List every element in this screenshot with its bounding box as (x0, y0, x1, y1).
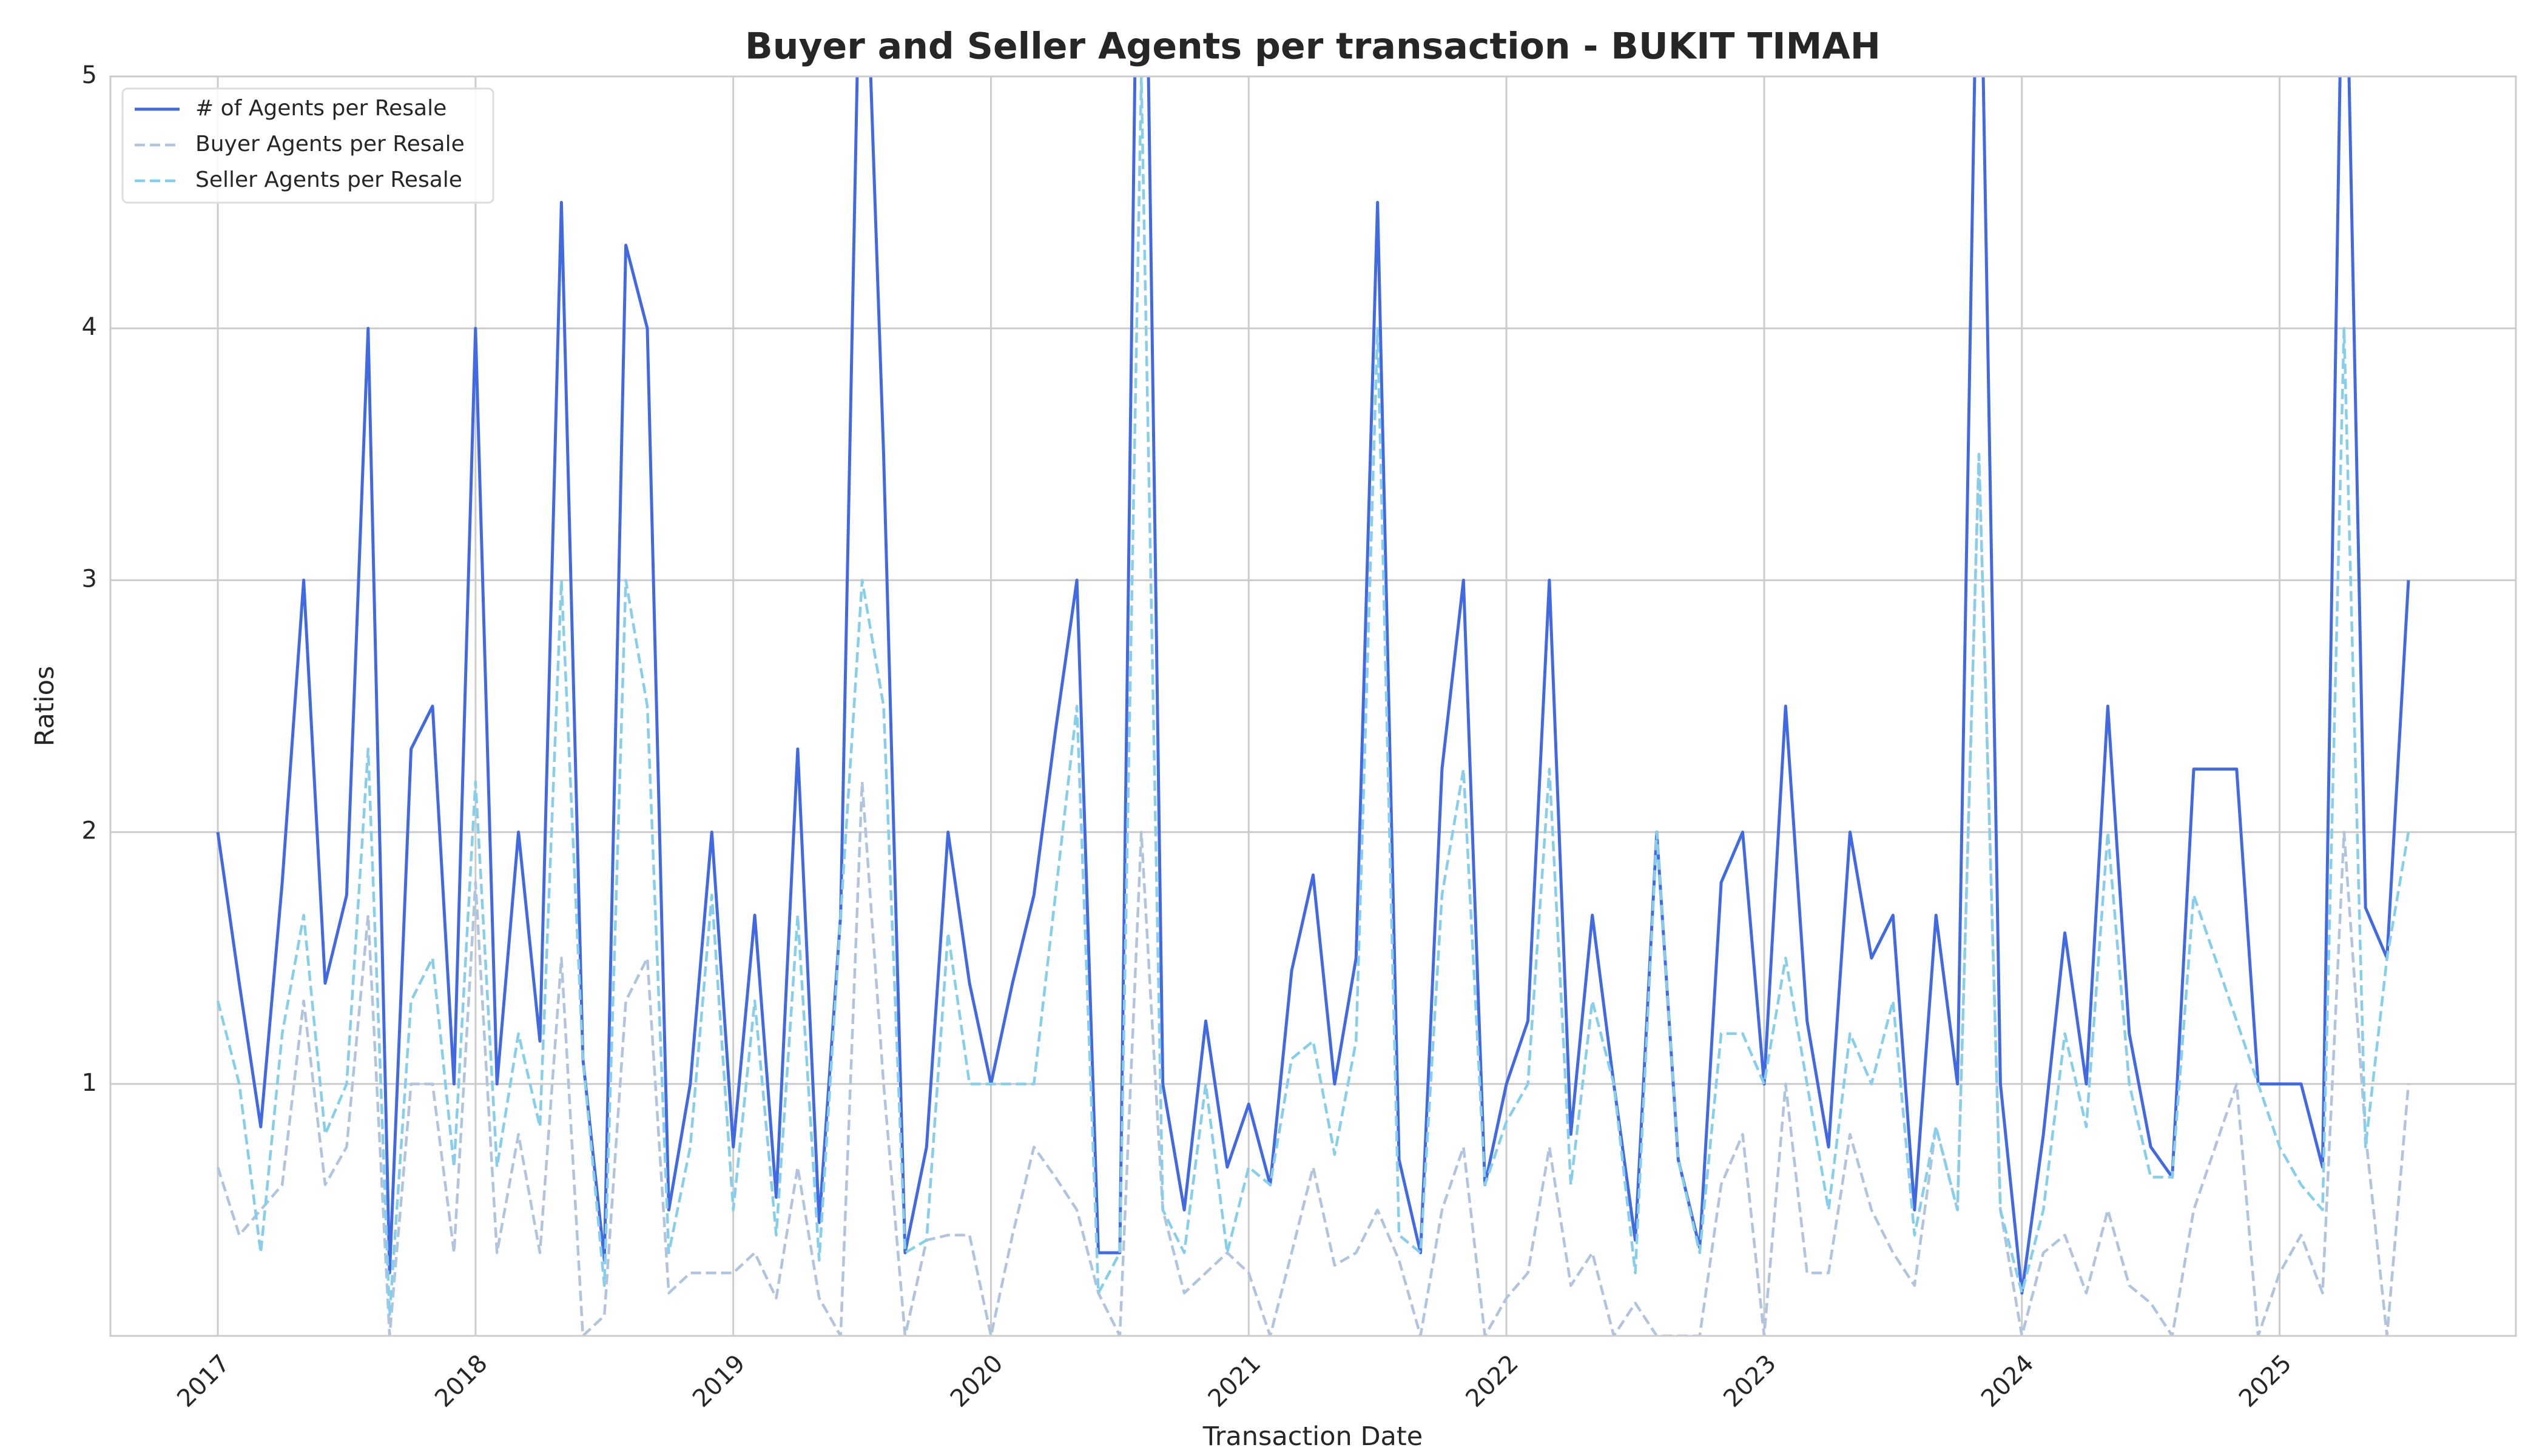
legend-label: # of Agents per Resale (195, 96, 447, 121)
series-line (216, 76, 2410, 1318)
y-tick-label: 1 (82, 1069, 97, 1097)
chart-title: Buyer and Seller Agents per transaction … (745, 25, 1881, 68)
plot-frame (109, 75, 2517, 1337)
y-tick-label: 2 (82, 817, 97, 845)
x-axis-label: Transaction Date (1202, 1421, 1423, 1452)
y-tick-label: 3 (82, 565, 97, 593)
legend-label: Buyer Agents per Resale (195, 132, 465, 157)
legend-label: Seller Agents per Resale (195, 167, 462, 192)
y-tick-label: 5 (82, 61, 97, 89)
legend-box (121, 87, 494, 204)
y-tick-label: 4 (82, 313, 97, 341)
series-line (216, 453, 2410, 1336)
legend: # of Agents per Resale Buyer Agents per R… (121, 87, 494, 204)
plot-lines (216, 76, 2410, 1336)
y-axis-label: Ratios (30, 666, 60, 747)
